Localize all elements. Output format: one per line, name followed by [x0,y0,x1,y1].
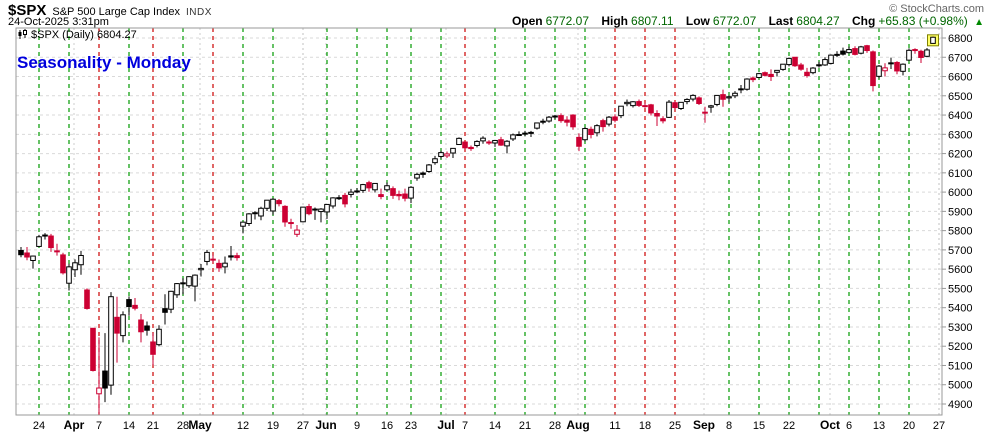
chart-datetime: 24-Oct-2025 3:31pm [8,16,109,28]
svg-text:20: 20 [903,420,915,432]
low-label: Low [685,14,710,28]
svg-text:9: 9 [354,420,360,432]
svg-text:6100: 6100 [948,168,972,180]
svg-text:27: 27 [933,420,945,432]
svg-text:12: 12 [237,420,249,432]
sharpchart-icon [18,29,27,39]
svg-text:6300: 6300 [948,129,972,141]
svg-text:21: 21 [519,420,531,432]
instrument-label: $SPX (Daily) 6804.27 [31,29,137,41]
chg-label: Chg [852,14,876,28]
up-arrow-icon: ▲ [974,17,984,28]
last-value: 6804.27 [796,14,840,28]
svg-text:14: 14 [489,420,501,432]
candlesticks [18,34,939,414]
symbol-name: S&P 500 Large Cap Index [52,6,180,18]
svg-text:Aug: Aug [566,418,589,432]
annotation-title: Seasonality - Monday [17,53,191,72]
svg-text:28: 28 [549,420,561,432]
svg-text:24: 24 [33,420,45,432]
svg-text:23: 23 [405,420,417,432]
svg-text:4900: 4900 [948,399,972,411]
svg-text:May: May [188,418,212,432]
svg-text:18: 18 [639,420,651,432]
stockcharts-credit: © StockCharts.com [889,3,984,15]
symbol: $SPX [8,2,47,19]
svg-text:5600: 5600 [948,264,972,276]
quote-summary: Open 6772.07 High 6807.11 Low 6772.07 Last 6… [503,14,984,28]
svg-text:28: 28 [177,420,189,432]
x-axis-labels: Apr May Jun Jul Aug Sep Oct 24 7 14 21 28 12 19 27 9 16 2… [33,418,945,432]
svg-text:Jun: Jun [315,418,336,432]
svg-text:5200: 5200 [948,341,972,353]
chg-value: +65.83 (+0.98%) [878,14,968,28]
svg-text:6700: 6700 [948,52,972,64]
svg-text:Apr: Apr [64,418,85,432]
svg-text:15: 15 [753,420,765,432]
svg-text:5500: 5500 [948,283,972,295]
svg-text:5800: 5800 [948,226,972,238]
high-value: 6807.11 [631,14,674,28]
plot-frame [15,27,943,416]
svg-text:22: 22 [783,420,795,432]
svg-text:13: 13 [873,420,885,432]
svg-text:8: 8 [726,420,732,432]
horizontal-gridlines [16,37,942,405]
svg-text:11: 11 [609,420,620,432]
svg-text:7: 7 [96,420,102,432]
svg-text:5300: 5300 [948,322,972,334]
svg-text:5900: 5900 [948,206,972,218]
svg-text:27: 27 [297,420,309,432]
svg-text:5000: 5000 [948,380,972,392]
month-boundary-lines [73,28,831,415]
header-row-1: $SPX S&P 500 Large Cap Index INDX [8,2,212,20]
svg-text:6: 6 [846,420,852,432]
svg-text:6200: 6200 [948,149,972,161]
svg-text:6800: 6800 [948,33,972,45]
svg-text:5100: 5100 [948,360,972,372]
last-label: Last [768,14,794,28]
svg-text:5700: 5700 [948,245,972,257]
low-value: 6772.07 [712,14,757,28]
svg-text:25: 25 [669,420,681,432]
svg-text:16: 16 [381,420,393,432]
svg-text:19: 19 [267,420,279,432]
monday-seasonality-lines [38,28,940,415]
svg-text:5400: 5400 [948,303,972,315]
svg-text:Jul: Jul [437,418,454,432]
svg-text:6400: 6400 [948,110,972,122]
y-axis-labels: 6800 6700 6600 6500 6400 6300 6200 6100 6000 5900… [942,33,972,411]
svg-text:21: 21 [147,420,159,432]
svg-text:14: 14 [123,420,135,432]
exchange-label: INDX [185,7,212,18]
open-value: 6772.07 [545,14,589,28]
high-label: High [601,14,629,28]
svg-text:6600: 6600 [948,72,972,84]
svg-text:Oct: Oct [820,418,840,432]
svg-text:7: 7 [462,420,468,432]
svg-text:Sep: Sep [693,418,715,432]
open-label: Open [511,14,543,28]
svg-text:6500: 6500 [948,91,972,103]
svg-text:6000: 6000 [948,187,972,199]
